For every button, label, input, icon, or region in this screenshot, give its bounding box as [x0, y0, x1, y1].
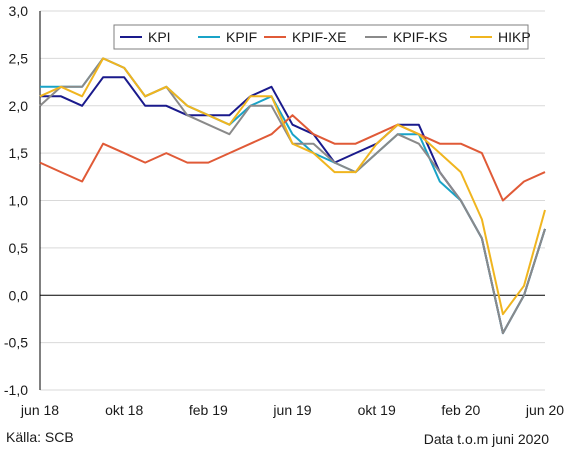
- x-axis-ticks: jun 18 okt 18 feb 19 jun 19 okt 19 feb 20 jun …: [20, 402, 564, 418]
- y-tick-label: 1,0: [9, 193, 29, 209]
- legend-label: KPIF: [226, 29, 257, 45]
- x-tick-label: jun 19: [272, 402, 311, 418]
- date-note: Data t.o.m juni 2020: [423, 431, 549, 447]
- legend-box: [113, 24, 529, 50]
- x-tick-label: jun 18: [20, 402, 59, 418]
- y-tick-label: -1,0: [4, 382, 28, 398]
- legend: KPI KPIF KPIF-XE KPIF-KS HIKP: [113, 24, 531, 50]
- x-tick-label: okt 19: [358, 402, 396, 418]
- legend-label: KPIF-XE: [292, 29, 346, 45]
- series-line-kpif-xe: [39, 114, 546, 202]
- x-tick-label: feb 19: [189, 402, 228, 418]
- source-note: Källa: SCB: [6, 429, 74, 445]
- y-tick-label: -0,5: [4, 335, 28, 351]
- x-tick-label: feb 20: [441, 402, 480, 418]
- y-tick-label: 0,0: [9, 287, 29, 303]
- y-tick-label: 0,5: [9, 240, 29, 256]
- y-tick-label: 2,0: [9, 98, 29, 114]
- legend-label: KPIF-KS: [393, 29, 447, 45]
- legend-label: HIKP: [498, 29, 531, 45]
- legend-label: KPI: [148, 29, 171, 45]
- grid-lines: [40, 10, 545, 391]
- x-tick-label: okt 18: [105, 402, 143, 418]
- y-tick-label: 1,5: [9, 145, 29, 161]
- x-tick-label: jun 20: [525, 402, 564, 418]
- series-lines: [39, 57, 546, 335]
- y-tick-label: 3,0: [9, 3, 29, 19]
- y-axis-ticks: 3,0 2,5 2,0 1,5 1,0 0,5 0,0 -0,5 -1,0: [4, 3, 28, 398]
- series-line-kpif-ks: [39, 57, 546, 335]
- series-line-hikp: [39, 57, 546, 316]
- series-line-kpif: [40, 57, 546, 335]
- y-tick-label: 2,5: [9, 50, 29, 66]
